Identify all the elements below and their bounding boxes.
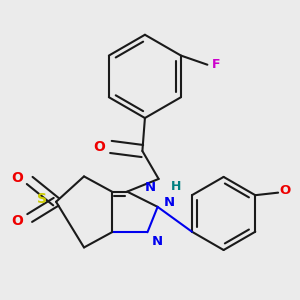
Text: O: O: [279, 184, 290, 196]
Text: F: F: [212, 58, 220, 71]
Text: S: S: [37, 192, 47, 206]
Text: H: H: [171, 180, 182, 193]
Text: N: N: [145, 182, 156, 194]
Text: O: O: [93, 140, 105, 154]
Text: N: N: [164, 196, 175, 209]
Text: N: N: [152, 235, 163, 248]
Text: O: O: [12, 171, 24, 185]
Text: O: O: [12, 214, 24, 228]
